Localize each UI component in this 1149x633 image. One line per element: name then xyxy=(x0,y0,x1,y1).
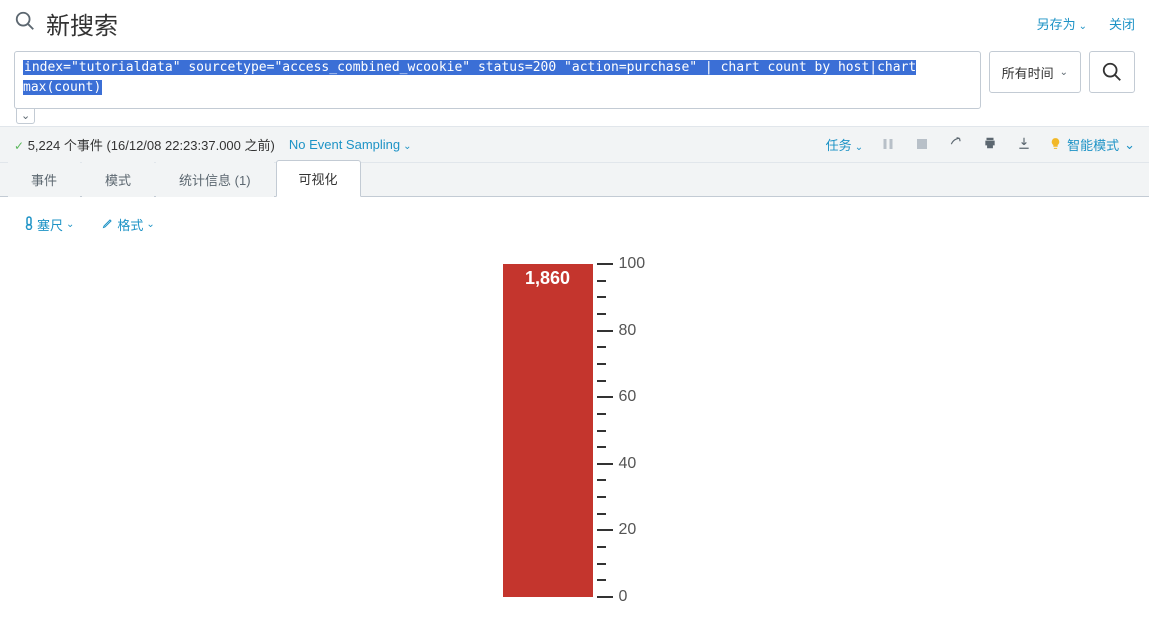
search-mode-dropdown[interactable]: 智能模式 ⌄ xyxy=(1049,135,1135,154)
event-sampling-dropdown[interactable]: No Event Sampling⌄ xyxy=(289,137,412,152)
chevron-down-icon: ⌄ xyxy=(1124,137,1135,153)
gauge-bar: 1,860 xyxy=(503,264,593,597)
chevron-down-icon: ⌄ xyxy=(146,219,154,230)
job-label: 任务 xyxy=(826,138,852,153)
mode-label: 智能模式 xyxy=(1067,135,1119,154)
thermometer-icon xyxy=(24,216,34,233)
chevron-down-icon: ⌄ xyxy=(66,219,74,230)
gauge-type-label: 塞尺 xyxy=(37,215,63,234)
gauge-tick-label: 100 xyxy=(619,255,646,273)
sampling-label: No Event Sampling xyxy=(289,137,400,152)
time-range-label: 所有时间 xyxy=(1002,63,1054,82)
check-icon: ✓ xyxy=(14,139,24,153)
export-icon[interactable] xyxy=(1015,136,1033,153)
close-link[interactable]: 关闭 xyxy=(1109,14,1135,33)
job-menu[interactable]: 任务⌄ xyxy=(826,135,863,154)
format-label: 格式 xyxy=(117,215,143,234)
pencil-icon xyxy=(102,217,114,232)
tab-statistics[interactable]: 统计信息 (1) xyxy=(156,161,274,197)
page-title: 新搜索 xyxy=(46,6,118,41)
save-as-link[interactable]: 另存为⌄ xyxy=(1037,14,1087,33)
gauge-tick-label: 0 xyxy=(619,588,628,606)
event-count-text: 5,224 个事件 (16/12/08 22:23:37.000 之前) xyxy=(28,138,275,153)
gauge-type-dropdown[interactable]: 塞尺 ⌄ xyxy=(24,215,74,234)
chevron-down-icon: ⌄ xyxy=(1060,67,1068,78)
filler-gauge: 1,860 020406080100 xyxy=(503,264,647,597)
tab-events[interactable]: 事件 xyxy=(8,161,80,197)
print-icon[interactable] xyxy=(981,136,999,153)
status-group: ✓ 5,224 个事件 (16/12/08 22:23:37.000 之前) xyxy=(14,135,275,154)
gauge-tick-label: 40 xyxy=(619,455,637,473)
search-input[interactable]: index="tutorialdata" sourcetype="access_… xyxy=(14,51,981,109)
gauge-tick-label: 80 xyxy=(619,322,637,340)
tab-patterns[interactable]: 模式 xyxy=(82,161,154,197)
search-run-button[interactable] xyxy=(1089,51,1135,93)
gauge-value: 1,860 xyxy=(525,268,570,289)
share-icon[interactable] xyxy=(947,136,965,153)
search-expand-toggle[interactable]: ⌄ xyxy=(16,108,35,124)
save-as-label: 另存为 xyxy=(1037,17,1076,32)
bulb-icon xyxy=(1049,137,1062,153)
format-dropdown[interactable]: 格式 ⌄ xyxy=(102,215,154,234)
gauge-tick-label: 20 xyxy=(619,521,637,539)
gauge-tick-label: 60 xyxy=(619,388,637,406)
tab-visualization[interactable]: 可视化 xyxy=(276,160,361,197)
stop-icon[interactable] xyxy=(913,137,931,153)
chevron-down-icon: ⌄ xyxy=(855,142,863,153)
search-query-text: index="tutorialdata" sourcetype="access_… xyxy=(23,60,916,95)
gauge-scale: 020406080100 xyxy=(597,264,647,597)
search-icon xyxy=(14,10,36,38)
pause-icon[interactable] xyxy=(879,137,897,153)
time-range-picker[interactable]: 所有时间 ⌄ xyxy=(989,51,1081,93)
visualization-panel: 1,860 0 20 40 60 80 100 xyxy=(0,244,1149,607)
chevron-down-icon: ⌄ xyxy=(1079,21,1087,32)
chevron-down-icon: ⌄ xyxy=(403,141,411,152)
